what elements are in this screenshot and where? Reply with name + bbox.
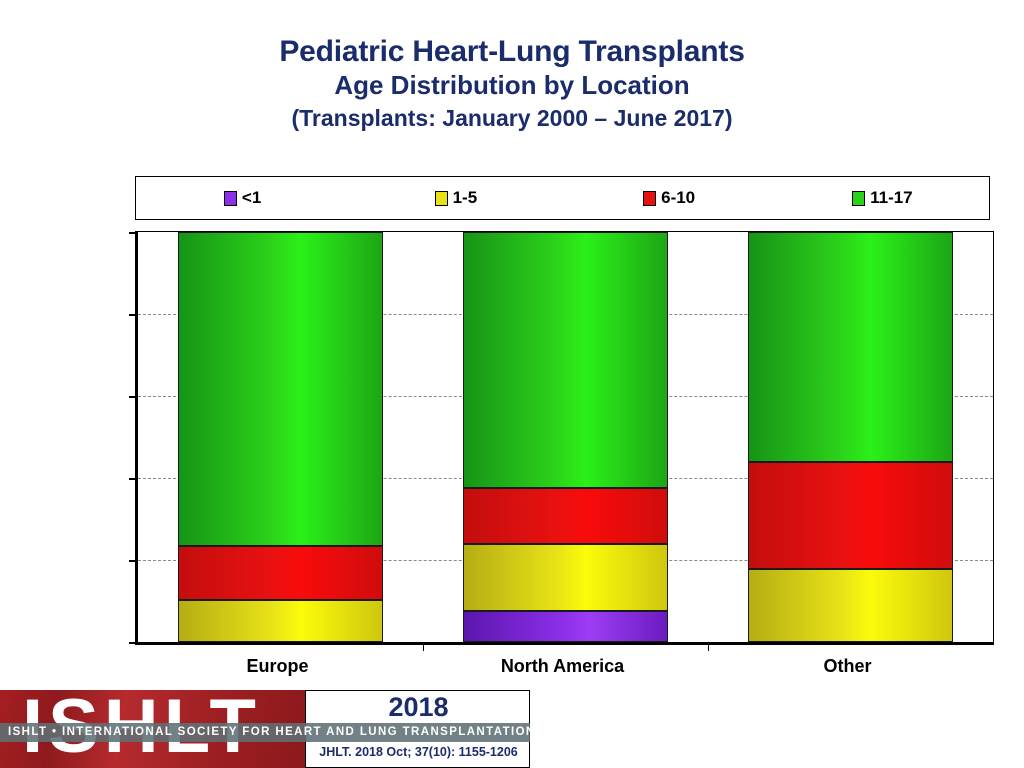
legend-swatch-icon xyxy=(223,190,237,206)
legend-label: 11-17 xyxy=(870,188,913,207)
x-axis-tick xyxy=(423,642,424,651)
page-subtitle: Age Distribution by Location xyxy=(334,70,690,100)
footer-band-text: ISHLT • INTERNATIONAL SOCIETY FOR HEART … xyxy=(8,726,536,738)
legend-label: 1-5 xyxy=(452,188,478,207)
bar-segment-lt1[interactable] xyxy=(463,611,668,642)
y-axis-tick xyxy=(129,642,138,644)
legend-item-6-10[interactable]: 6-10 xyxy=(563,188,776,208)
bar-segment-11-17[interactable] xyxy=(178,232,383,547)
x-axis-label-europe: Europe xyxy=(246,656,309,676)
chart-plot-area: % of Transplants 100%80%60%40%20%0% xyxy=(129,231,994,651)
y-axis-tick xyxy=(129,560,138,562)
stacked-bar xyxy=(748,232,953,642)
footer-band xyxy=(0,723,530,742)
footer-year: 2018 xyxy=(388,692,449,722)
y-axis-tick xyxy=(129,314,138,316)
bar-group-europe[interactable] xyxy=(178,232,383,642)
footer: ISHLT 2018 JHLT. 2018 Oct; 37(10): 1155-… xyxy=(0,690,536,768)
ishlt-logo: ISHLT xyxy=(0,690,305,768)
footer-citation: JHLT. 2018 Oct; 37(10): 1155-1206 xyxy=(319,745,518,759)
bar-segment-6-10[interactable] xyxy=(178,546,383,601)
bar-segment-11-17[interactable] xyxy=(748,232,953,463)
bar-segment-1-5[interactable] xyxy=(748,569,953,642)
bar-group-other[interactable] xyxy=(748,232,953,642)
x-axis-tick xyxy=(708,642,709,651)
chart-legend: <1 1-5 6-10 11-17 xyxy=(135,176,990,220)
x-axis-label-north-america: North America xyxy=(500,656,625,676)
stacked-bar xyxy=(463,232,668,642)
legend-item-1-5[interactable]: 1-5 xyxy=(349,188,562,208)
legend-swatch-icon xyxy=(852,190,866,206)
bar-group-north-america[interactable] xyxy=(463,232,668,642)
bar-segment-1-5[interactable] xyxy=(463,544,668,612)
legend-item-11-17[interactable]: 11-17 xyxy=(776,188,989,208)
legend-item-lt1[interactable]: <1 xyxy=(136,188,349,208)
legend-swatch-icon xyxy=(434,190,448,206)
x-axis-label-other: Other xyxy=(823,656,872,676)
bar-segment-6-10[interactable] xyxy=(748,462,953,570)
legend-label: 6-10 xyxy=(661,188,696,207)
bar-segment-1-5[interactable] xyxy=(178,600,383,642)
y-axis-tick xyxy=(129,396,138,398)
legend-label: <1 xyxy=(241,188,262,207)
chart-title-block: Pediatric Heart-Lung Transplants Age Dis… xyxy=(0,34,1024,135)
y-axis-tick xyxy=(129,478,138,480)
bar-segment-11-17[interactable] xyxy=(463,232,668,488)
y-axis-tick xyxy=(129,232,138,234)
legend-swatch-icon xyxy=(643,190,657,206)
page-subtitle-dates: (Transplants: January 2000 – June 2017) xyxy=(291,105,733,131)
stacked-bar xyxy=(178,232,383,642)
bar-segment-6-10[interactable] xyxy=(463,487,668,545)
page-title: Pediatric Heart-Lung Transplants xyxy=(279,35,745,68)
